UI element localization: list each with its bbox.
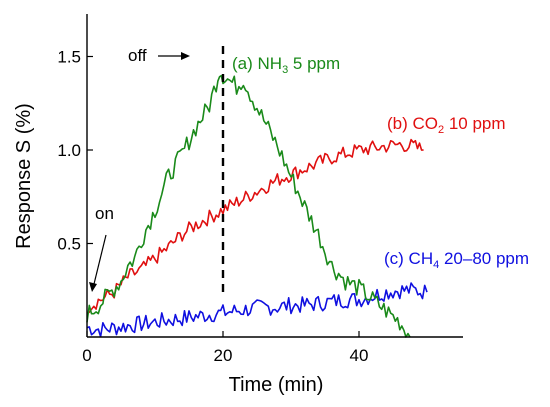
y-tick-label: 1.5 xyxy=(57,48,81,67)
x-tick-label: 40 xyxy=(350,346,369,365)
series-line-co2 xyxy=(86,138,424,315)
series-line-nh3 xyxy=(86,74,411,338)
series-label-ch4: (c) CH4 20–80 ppm xyxy=(384,249,529,271)
series-label-nh3: (a) NH3 5 ppm xyxy=(232,54,340,76)
on-annotation: on xyxy=(95,204,114,223)
on-arrowhead xyxy=(89,282,97,292)
series-label-co2: (b) CO2 10 ppm xyxy=(387,114,506,136)
plot-lines xyxy=(86,74,428,338)
off-arrowhead xyxy=(181,52,190,60)
y-tick-label: 0.5 xyxy=(57,235,81,254)
y-axis-title: Response S (%) xyxy=(13,103,35,249)
x-axis-title: Time (min) xyxy=(229,374,324,396)
axis-ticks: 0 20 40 0.5 1.0 1.5 xyxy=(57,48,368,366)
y-tick-label: 1.0 xyxy=(57,141,81,160)
series-line-ch4 xyxy=(86,282,428,338)
x-tick-label: 0 xyxy=(82,346,91,365)
off-annotation: off xyxy=(128,46,147,65)
on-arrow xyxy=(93,234,107,285)
x-tick-label: 20 xyxy=(214,346,233,365)
